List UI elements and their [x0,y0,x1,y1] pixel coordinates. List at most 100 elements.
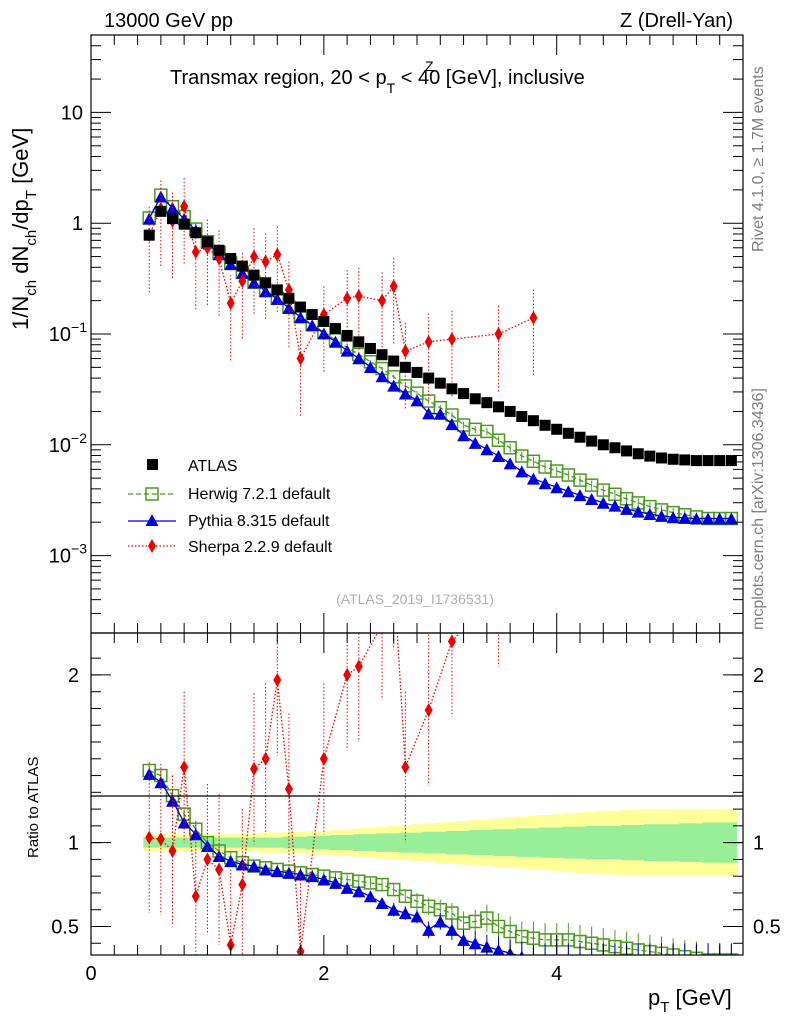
header-right: Z (Drell-Yan) [620,10,733,32]
pythia-point-main [154,190,168,203]
sherpa-point-main [494,327,503,341]
sherpa-point-ratio [495,584,503,598]
pythia-point-ratio [445,923,459,936]
atlas-point-main [155,205,167,217]
herwig-point-main [491,433,506,447]
pythia-point-main [724,512,738,525]
mcplots-reference-text: mcplots.cern.ch [arXiv:1306.3436] [750,388,767,630]
pythia-point-main [492,450,505,463]
pythia-point-main [294,311,308,324]
sherpa-point-main [378,293,387,308]
atlas-point-main [574,431,586,443]
legend-marker-herwig [145,487,159,501]
atlas-point-main [609,442,621,454]
pythia-point-ratio [468,937,482,950]
pythia-point-main [689,512,703,525]
pythia-point-ratio [567,954,569,955]
pythia-point-ratio [626,954,628,955]
pythia-point-main [235,266,249,279]
ratio-y-tick-label: 2 [68,665,79,687]
pythia-point-main [573,489,587,502]
pythia-point-ratio [375,897,389,910]
pythia-point-ratio [282,866,296,879]
pythia-point-main [678,511,692,524]
sherpa-point-ratio [529,551,537,565]
pythia-point-ratio [637,954,639,955]
sherpa-point-main [250,249,258,264]
sherpa-point-ratio [284,781,293,796]
pythia-point-ratio [247,860,261,873]
main-y-tick-label: 10−1 [49,319,87,346]
atlas-point-main [690,455,702,467]
pythia-point-main [701,512,715,525]
pythia-point-main [631,505,645,518]
pythia-point-ratio [730,954,732,955]
sherpa-point-main [191,244,200,259]
legend-marker-pythia [145,514,159,526]
pythia-point-main [247,276,261,289]
atlas-point-main [353,336,365,348]
atlas-point-main [399,361,411,373]
sherpa-point-main [261,254,270,269]
atlas-point-main [341,329,353,341]
pythia-point-ratio [544,954,546,955]
pythia-point-ratio [189,828,203,841]
legend: ATLAS Herwig 7.2.1 default Pythia 8.315 … [128,458,333,556]
pythia-point-main [713,512,727,525]
pythia-point-ratio [363,890,377,903]
atlas-point-main [597,439,609,451]
pythia-point-ratio [410,910,424,923]
atlas-point-main [295,301,307,313]
pythia-point-main [375,370,389,383]
atlas-point-main [388,355,400,367]
sherpa-point-ratio [250,761,258,776]
atlas-point-main [516,411,528,423]
atlas-point-main [632,448,644,460]
pythia-point-main [305,319,319,332]
pythia-point-main [422,407,436,420]
atlas-point-main [725,455,737,467]
atlas-point-main [143,229,155,241]
atlas-point-main [190,227,202,239]
pythia-point-ratio [719,954,721,955]
y-axis-ratio-label: Ratio to ATLAS [25,757,42,858]
pythia-point-main [457,429,471,442]
atlas-point-main [283,292,295,304]
pythia-point-ratio [672,954,674,955]
sherpa-point-ratio [156,832,165,847]
pythia-point-main [480,443,494,456]
sherpa-point-main [529,310,538,325]
atlas-point-main [364,342,376,354]
sherpa-point-main [180,199,189,214]
x-tick-label: 0 [85,963,96,985]
atlas-point-main [201,236,213,248]
atlas-point-main [714,455,726,467]
main-y-tick-label: 10 [61,102,83,124]
atlas-point-main [260,277,272,289]
ratio-y-tick-label-right: 1 [753,833,764,855]
pythia-point-ratio [340,881,354,894]
legend-label-pythia: Pythia 8.315 default [188,513,330,530]
sherpa-point-ratio [180,760,189,775]
atlas-point-main [225,253,237,265]
atlas-point-main [644,450,656,462]
legend-marker-sherpa [148,539,156,553]
atlas-point-main [493,401,504,413]
ratio-y-tick-label: 1 [68,833,79,855]
axis-ticks: 10 1 10−1 10−2 10−3 2 2 1 1 0.5 0.5 0 2 4 [49,34,781,985]
pythia-point-ratio [352,885,366,898]
atlas-point-main [271,284,283,296]
main-y-tick-label: 1 [72,213,83,235]
atlas-point-main [458,388,470,400]
sherpa-point-ratio [354,659,363,674]
sherpa-point-ratio [401,760,410,775]
atlas-point-main [318,315,330,327]
atlas-point-main [586,435,598,447]
rivet-version-text: Rivet 4.1.0, ≥ 1.7M events [750,66,767,252]
atlas-point-main [667,453,679,465]
pythia-point-main [515,465,529,478]
plot-title-superscript: Z [425,58,434,74]
pythia-point-main [503,457,517,470]
atlas-point-main [236,260,248,272]
